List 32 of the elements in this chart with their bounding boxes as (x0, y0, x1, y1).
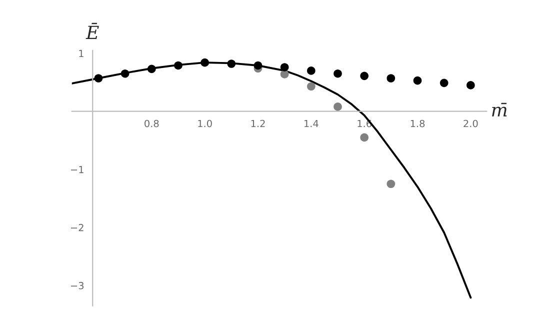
point (200, 58, 209, 67)
point (94, 74, 103, 82)
x-tick-label: 1.4 (304, 120, 318, 128)
point (280, 63, 289, 72)
point (413, 76, 422, 85)
point (280, 70, 289, 78)
x-tick-label: 2.0 (464, 120, 478, 128)
x-tick-label: 1.8 (410, 120, 425, 128)
y-tick-label: −2 (70, 224, 84, 232)
y-tick-label: −1 (70, 166, 84, 174)
x-tick-label: 1.2 (251, 120, 265, 128)
y-tick-label: 1 (79, 50, 84, 57)
x-tick-label: 1.0 (198, 120, 212, 128)
x-tick-label: 0.8 (144, 120, 159, 128)
y-axis-title: Ē (86, 22, 99, 39)
point (227, 60, 236, 68)
point (334, 102, 342, 111)
point (360, 72, 369, 80)
point (307, 66, 316, 75)
point (254, 61, 262, 70)
point (386, 180, 396, 188)
point (440, 78, 448, 88)
point (307, 82, 316, 91)
point (360, 133, 369, 142)
point (120, 69, 130, 78)
point (174, 61, 182, 70)
point (334, 69, 342, 78)
x-axis-title: m̄ (492, 102, 507, 116)
point (147, 64, 156, 74)
point (386, 74, 396, 82)
y-tick-label: −3 (70, 282, 84, 290)
point (466, 81, 475, 90)
